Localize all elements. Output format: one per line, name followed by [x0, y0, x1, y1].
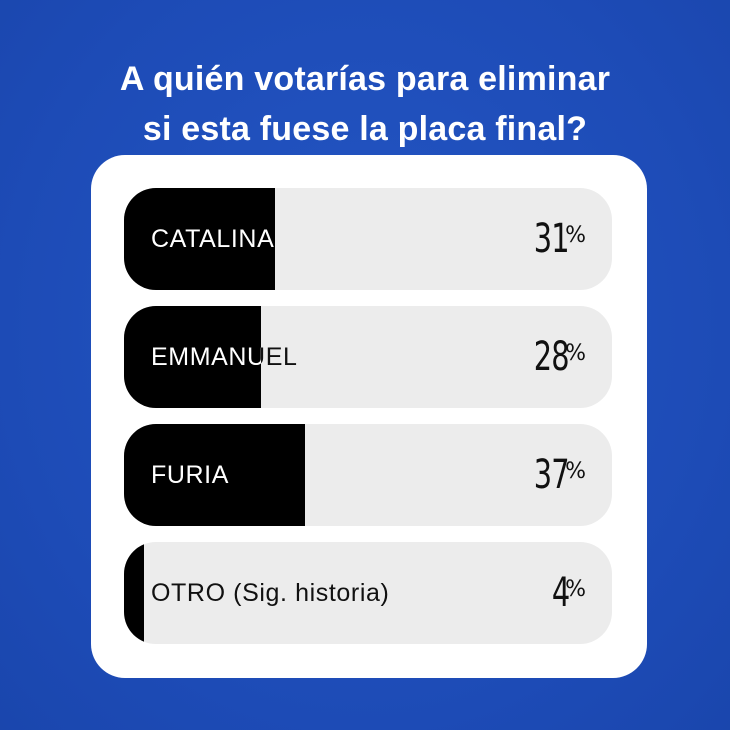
poll-result-bar-overlay: OTRO (Sig. historia) [124, 542, 144, 644]
percentage-value: 37 [533, 452, 570, 498]
poll-result-bar-overlay: EMMANUEL [124, 306, 261, 408]
poll-option-percentage: 28 % [520, 306, 586, 408]
poll-result-bar-overlay: FURIA [124, 424, 305, 526]
poll-option-label-on-bar: CATALINA [151, 225, 275, 253]
poll-option-label: CATALINA [151, 225, 275, 253]
poll-question-line-1: A quién votarías para eliminar [119, 60, 611, 98]
poll-option-otro[interactable]: OTRO (Sig. historia) OTRO (Sig. historia… [124, 542, 612, 644]
percentage-symbol: % [565, 222, 586, 248]
poll-question-line-2: si esta fuese la placa final? [142, 110, 588, 148]
poll-card: CATALINA CATALINA 31 % EMMANUEL EMMANUEL… [91, 155, 647, 678]
poll-option-label: EMMANUEL [151, 343, 298, 371]
poll-option-label: FURIA [151, 461, 229, 489]
poll-option-percentage: 4 % [545, 542, 586, 644]
percentage-value: 31 [533, 216, 570, 262]
poll-option-furia[interactable]: FURIA FURIA 37 % [124, 424, 612, 526]
percentage-value: 4 [551, 570, 570, 616]
percentage-symbol: % [565, 340, 586, 366]
poll-result-bar [124, 188, 276, 290]
percentage-symbol: % [565, 576, 586, 602]
poll-option-label-on-bar: EMMANUEL [151, 343, 261, 371]
poll-result-bar [124, 542, 144, 644]
poll-option-catalina[interactable]: CATALINA CATALINA 31 % [124, 188, 612, 290]
poll-option-emmanuel[interactable]: EMMANUEL EMMANUEL 28 % [124, 306, 612, 408]
poll-option-label-on-bar: FURIA [151, 461, 229, 489]
percentage-value: 28 [533, 334, 570, 380]
percentage-symbol: % [565, 458, 586, 484]
poll-option-label: OTRO (Sig. historia) [151, 579, 390, 607]
poll-option-percentage: 31 % [520, 188, 586, 290]
poll-result-bar [124, 424, 305, 526]
poll-result-bar-overlay: CATALINA [124, 188, 275, 290]
poll-option-percentage: 37 % [520, 424, 586, 526]
poll-result-bar [124, 306, 261, 408]
poll-question: A quién votarías para eliminar si esta f… [0, 54, 730, 154]
